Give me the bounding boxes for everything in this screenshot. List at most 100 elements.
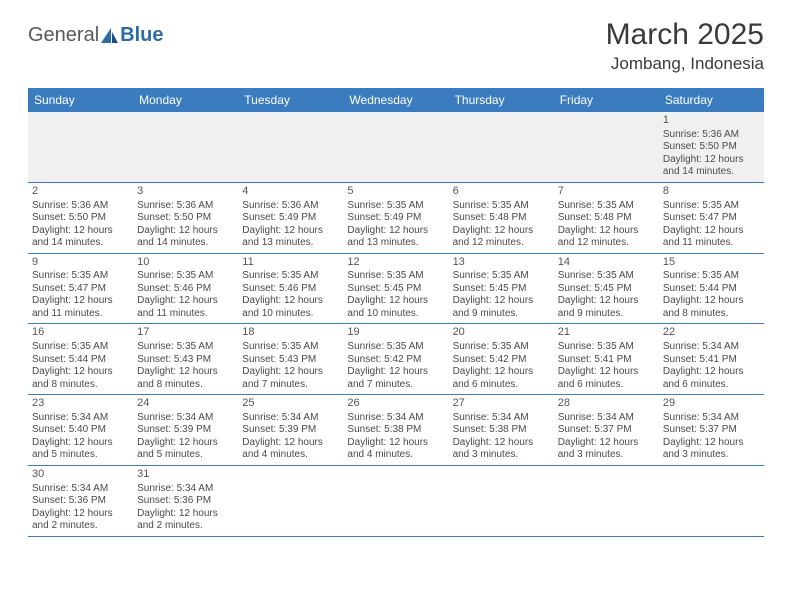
empty-cell (343, 466, 448, 536)
empty-cell (133, 112, 238, 182)
sunrise-text: Sunrise: 5:34 AM (663, 412, 760, 425)
daylight-text: and 2 minutes. (32, 520, 129, 533)
day-cell: 5Sunrise: 5:35 AMSunset: 5:49 PMDaylight… (343, 183, 448, 253)
day-cell: 15Sunrise: 5:35 AMSunset: 5:44 PMDayligh… (659, 254, 764, 324)
day-cell: 3Sunrise: 5:36 AMSunset: 5:50 PMDaylight… (133, 183, 238, 253)
sunset-text: Sunset: 5:46 PM (242, 283, 339, 296)
daylight-text: Daylight: 12 hours (137, 366, 234, 379)
empty-cell (449, 466, 554, 536)
day-number: 28 (558, 397, 655, 411)
sunrise-text: Sunrise: 5:35 AM (242, 270, 339, 283)
sunset-text: Sunset: 5:50 PM (32, 212, 129, 225)
sunset-text: Sunset: 5:46 PM (137, 283, 234, 296)
daylight-text: Daylight: 12 hours (137, 295, 234, 308)
sunrise-text: Sunrise: 5:36 AM (242, 200, 339, 213)
week-row: 16Sunrise: 5:35 AMSunset: 5:44 PMDayligh… (28, 324, 764, 395)
sunrise-text: Sunrise: 5:34 AM (453, 412, 550, 425)
day-cell: 10Sunrise: 5:35 AMSunset: 5:46 PMDayligh… (133, 254, 238, 324)
day-header: Wednesday (343, 89, 448, 112)
sunrise-text: Sunrise: 5:35 AM (453, 270, 550, 283)
sunset-text: Sunset: 5:45 PM (347, 283, 444, 296)
sunset-text: Sunset: 5:40 PM (32, 424, 129, 437)
sunset-text: Sunset: 5:50 PM (137, 212, 234, 225)
sunset-text: Sunset: 5:41 PM (663, 354, 760, 367)
sunrise-text: Sunrise: 5:34 AM (137, 412, 234, 425)
sunset-text: Sunset: 5:48 PM (558, 212, 655, 225)
logo-text-1: General (28, 24, 99, 47)
sunset-text: Sunset: 5:44 PM (32, 354, 129, 367)
sunrise-text: Sunrise: 5:35 AM (347, 341, 444, 354)
daylight-text: and 6 minutes. (663, 379, 760, 392)
daylight-text: Daylight: 12 hours (558, 437, 655, 450)
sunset-text: Sunset: 5:38 PM (453, 424, 550, 437)
day-cell: 8Sunrise: 5:35 AMSunset: 5:47 PMDaylight… (659, 183, 764, 253)
week-row: 1Sunrise: 5:36 AMSunset: 5:50 PMDaylight… (28, 112, 764, 183)
day-cell: 7Sunrise: 5:35 AMSunset: 5:48 PMDaylight… (554, 183, 659, 253)
sunrise-text: Sunrise: 5:35 AM (347, 270, 444, 283)
empty-cell (28, 112, 133, 182)
day-number: 17 (137, 326, 234, 340)
day-number: 6 (453, 185, 550, 199)
daylight-text: and 13 minutes. (347, 237, 444, 250)
daylight-text: and 12 minutes. (453, 237, 550, 250)
daylight-text: Daylight: 12 hours (453, 295, 550, 308)
sunrise-text: Sunrise: 5:35 AM (663, 200, 760, 213)
page-header: General Blue March 2025 Jombang, Indones… (0, 0, 792, 82)
sunset-text: Sunset: 5:44 PM (663, 283, 760, 296)
day-cell: 26Sunrise: 5:34 AMSunset: 5:38 PMDayligh… (343, 395, 448, 465)
day-header-row: Sunday Monday Tuesday Wednesday Thursday… (28, 89, 764, 112)
day-cell: 4Sunrise: 5:36 AMSunset: 5:49 PMDaylight… (238, 183, 343, 253)
logo-text-2: Blue (120, 24, 163, 47)
daylight-text: Daylight: 12 hours (242, 366, 339, 379)
sunset-text: Sunset: 5:39 PM (242, 424, 339, 437)
daylight-text: and 11 minutes. (663, 237, 760, 250)
sunset-text: Sunset: 5:45 PM (453, 283, 550, 296)
daylight-text: and 6 minutes. (558, 379, 655, 392)
daylight-text: Daylight: 12 hours (137, 225, 234, 238)
day-number: 4 (242, 185, 339, 199)
day-number: 19 (347, 326, 444, 340)
sunrise-text: Sunrise: 5:35 AM (32, 341, 129, 354)
daylight-text: Daylight: 12 hours (32, 225, 129, 238)
empty-cell (238, 112, 343, 182)
day-cell: 21Sunrise: 5:35 AMSunset: 5:41 PMDayligh… (554, 324, 659, 394)
sunset-text: Sunset: 5:43 PM (242, 354, 339, 367)
day-header: Tuesday (238, 89, 343, 112)
sunrise-text: Sunrise: 5:35 AM (137, 341, 234, 354)
logo-sail-icon (101, 28, 119, 44)
sunset-text: Sunset: 5:37 PM (558, 424, 655, 437)
day-number: 24 (137, 397, 234, 411)
sunset-text: Sunset: 5:38 PM (347, 424, 444, 437)
day-number: 15 (663, 256, 760, 270)
daylight-text: and 3 minutes. (663, 449, 760, 462)
day-number: 10 (137, 256, 234, 270)
sunset-text: Sunset: 5:50 PM (663, 141, 760, 154)
sunrise-text: Sunrise: 5:35 AM (558, 270, 655, 283)
daylight-text: and 6 minutes. (453, 379, 550, 392)
daylight-text: and 4 minutes. (347, 449, 444, 462)
day-number: 12 (347, 256, 444, 270)
day-cell: 17Sunrise: 5:35 AMSunset: 5:43 PMDayligh… (133, 324, 238, 394)
sunset-text: Sunset: 5:45 PM (558, 283, 655, 296)
daylight-text: and 14 minutes. (663, 166, 760, 179)
daylight-text: and 11 minutes. (137, 308, 234, 321)
day-header: Saturday (659, 89, 764, 112)
week-row: 2Sunrise: 5:36 AMSunset: 5:50 PMDaylight… (28, 183, 764, 254)
empty-cell (659, 466, 764, 536)
day-header: Friday (554, 89, 659, 112)
daylight-text: and 10 minutes. (347, 308, 444, 321)
sunrise-text: Sunrise: 5:36 AM (663, 129, 760, 142)
daylight-text: and 8 minutes. (137, 379, 234, 392)
sunrise-text: Sunrise: 5:34 AM (242, 412, 339, 425)
title-block: March 2025 Jombang, Indonesia (606, 18, 764, 74)
daylight-text: Daylight: 12 hours (347, 437, 444, 450)
daylight-text: Daylight: 12 hours (137, 508, 234, 521)
day-cell: 20Sunrise: 5:35 AMSunset: 5:42 PMDayligh… (449, 324, 554, 394)
daylight-text: and 14 minutes. (137, 237, 234, 250)
sunrise-text: Sunrise: 5:34 AM (32, 412, 129, 425)
day-cell: 16Sunrise: 5:35 AMSunset: 5:44 PMDayligh… (28, 324, 133, 394)
day-cell: 22Sunrise: 5:34 AMSunset: 5:41 PMDayligh… (659, 324, 764, 394)
daylight-text: and 4 minutes. (242, 449, 339, 462)
week-row: 30Sunrise: 5:34 AMSunset: 5:36 PMDayligh… (28, 466, 764, 537)
daylight-text: Daylight: 12 hours (453, 437, 550, 450)
